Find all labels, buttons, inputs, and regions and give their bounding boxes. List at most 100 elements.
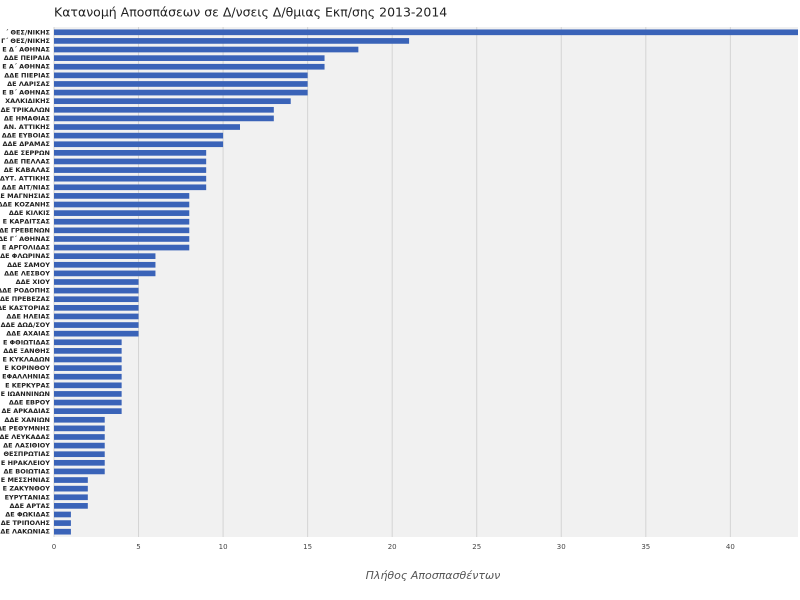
bar bbox=[54, 227, 190, 234]
y-tick-label: ΔΕ ΑΡΚΑΔΙΑΣ bbox=[1, 407, 50, 415]
bar bbox=[54, 503, 88, 509]
bar bbox=[54, 124, 240, 130]
y-tick-label: Ε ΙΩΑΝΝΙΝΩΝ bbox=[1, 390, 50, 398]
y-tick-label: ΔΕ ΒΟΙΩΤΙΑΣ bbox=[4, 467, 50, 475]
bar bbox=[54, 270, 156, 277]
bar bbox=[54, 210, 190, 216]
y-tick-label: ΕΥΡΥΤΑΝΙΑΣ bbox=[5, 493, 50, 501]
bar bbox=[54, 236, 190, 242]
bar bbox=[54, 322, 139, 328]
bar bbox=[54, 442, 105, 449]
bar bbox=[54, 296, 139, 303]
x-tick-label: 15 bbox=[303, 543, 312, 551]
bar bbox=[54, 175, 207, 182]
y-tick-label: ΔΔΕ ΑΧΑΙΑΣ bbox=[6, 330, 50, 338]
bar bbox=[54, 356, 122, 363]
bar bbox=[54, 485, 88, 492]
bar bbox=[54, 339, 122, 346]
bar bbox=[54, 494, 88, 501]
y-tick-label: Ε ΗΡΑΚΛΕΙΟΥ bbox=[1, 459, 50, 467]
y-tick-label: Ε Β΄ ΑΘΗΝΑΣ bbox=[2, 89, 50, 97]
bar bbox=[54, 279, 139, 285]
bar bbox=[54, 244, 190, 251]
y-tick-label: ΔΕ ΗΜΑΘΙΑΣ bbox=[4, 114, 50, 122]
bar bbox=[54, 287, 139, 294]
x-axis-label: Πλήθος Αποσπασθέντων bbox=[366, 569, 501, 582]
bar bbox=[54, 184, 207, 191]
bar bbox=[54, 89, 308, 96]
bar bbox=[54, 416, 105, 423]
bar bbox=[54, 330, 139, 337]
y-tick-label: ΔΕ Γ΄ ΑΘΗΝΑΣ bbox=[0, 235, 50, 243]
y-tick-label: ΔΕ ΡΕΘΥΜΝΗΣ bbox=[0, 424, 50, 432]
bar bbox=[54, 382, 122, 389]
bar bbox=[54, 72, 308, 79]
bar bbox=[54, 253, 156, 260]
bar bbox=[54, 38, 410, 44]
bar bbox=[54, 425, 105, 432]
bar bbox=[54, 193, 190, 199]
y-tick-label: ΧΑΛΚΙΔΙΚΗΣ bbox=[5, 97, 50, 105]
bar bbox=[54, 477, 88, 483]
y-tick-label: ΔΔΕ ΑΡΤΑΣ bbox=[10, 502, 50, 510]
y-tick-label: ΔΔΕ ΣΕΡΡΩΝ bbox=[4, 149, 50, 157]
bar bbox=[54, 158, 207, 165]
bar bbox=[54, 132, 224, 139]
bar bbox=[54, 511, 71, 518]
y-tick-label: ΔΔΕ ΠΕΙΡΑΙΑ bbox=[4, 54, 50, 62]
y-tick-label: ΔΕ ΦΛΩΡΙΝΑΣ bbox=[0, 252, 50, 260]
y-tick-label: ΔΥΤ. ΑΤΤΙΚΗΣ bbox=[0, 175, 50, 183]
y-tick-label: ΄ ΘΕΣ/ΝΙΚΗΣ bbox=[5, 28, 50, 36]
y-tick-label: Ε ΖΑΚΥΝΘΟΥ bbox=[3, 485, 51, 493]
bar bbox=[54, 520, 71, 526]
x-tick-label: 40 bbox=[726, 543, 735, 551]
bar bbox=[54, 434, 105, 440]
y-tick-label: ΔΔΕ ΔΡΑΜΑΣ bbox=[2, 140, 50, 148]
y-tick-label: ΔΕ ΛΕΥΚΑΔΑΣ bbox=[0, 433, 50, 441]
y-tick-label: ΔΕ ΛΑΡΙΣΑΣ bbox=[7, 80, 50, 88]
y-tick-label: Ε ΚΑΡΔΙΤΣΑΣ bbox=[3, 218, 50, 226]
bar bbox=[54, 115, 274, 122]
x-tick-label: 10 bbox=[219, 543, 228, 551]
x-tick-label: 20 bbox=[388, 543, 397, 551]
bar bbox=[54, 63, 325, 70]
bar bbox=[54, 459, 105, 466]
y-tick-label: ΔΔΕ ΧΙΟΥ bbox=[16, 278, 51, 286]
y-tick-label: ΔΕ ΓΡΕΒΕΝΩΝ bbox=[0, 226, 50, 234]
y-tick-label: ΔΕ ΚΑΣΤΟΡΙΑΣ bbox=[0, 304, 50, 312]
bar bbox=[54, 46, 359, 53]
bar bbox=[54, 55, 325, 61]
y-tick-label: ΔΔΕ ΣΑΜΟΥ bbox=[7, 261, 50, 269]
y-tick-label: ΘΕΣΠΡΩΤΙΑΣ bbox=[4, 450, 50, 458]
bar bbox=[54, 373, 122, 380]
y-tick-label: ΕΦΑΛΛΗΝΙΑΣ bbox=[2, 373, 50, 381]
y-tick-label: Γ΄ ΘΕΣ/ΝΙΚΗΣ bbox=[1, 37, 50, 45]
y-tick-label: Ε Α΄ ΑΘΗΝΑΣ bbox=[2, 63, 50, 71]
y-tick-label: ΔΔΕ ΛΕΣΒΟΥ bbox=[4, 269, 50, 277]
bar bbox=[54, 106, 274, 113]
bar bbox=[54, 528, 71, 535]
x-tick-label: 25 bbox=[472, 543, 481, 551]
y-tick-label: ΔΔΕ ΗΛΕΙΑΣ bbox=[6, 312, 50, 320]
bar bbox=[54, 408, 122, 414]
y-tick-label: ΔΔΕ ΕΥΒΟΙΑΣ bbox=[2, 132, 50, 140]
y-tick-label: ΔΔΕ ΡΟΔΟΠΗΣ bbox=[0, 287, 50, 295]
bar bbox=[54, 365, 122, 371]
y-tick-label: ΔΕ ΛΑΚΩΝΙΑΣ bbox=[0, 528, 50, 536]
y-tick-label: ΔΕ ΛΑΣΙΘΙΟΥ bbox=[3, 442, 50, 450]
bar bbox=[54, 81, 308, 87]
x-tick-label: 35 bbox=[641, 543, 650, 551]
bar bbox=[54, 201, 190, 208]
y-tick-label: Ε ΜΕΣΣΗΝΙΑΣ bbox=[1, 476, 50, 484]
y-tick-label: Ε ΑΡΓΟΛΙΔΑΣ bbox=[2, 244, 50, 252]
bar bbox=[54, 167, 207, 173]
bar bbox=[54, 98, 291, 105]
bar bbox=[54, 150, 207, 156]
bar bbox=[54, 451, 105, 458]
y-tick-label: ΔΔΕ ΚΙΛΚΙΣ bbox=[9, 209, 50, 217]
y-tick-label: ΔΔΕ ΠΙΕΡΙΑΣ bbox=[4, 71, 50, 79]
y-tick-label: ΔΔΕ ΠΕΛΛΑΣ bbox=[4, 157, 50, 165]
bar bbox=[54, 348, 122, 354]
bar bbox=[54, 313, 139, 320]
